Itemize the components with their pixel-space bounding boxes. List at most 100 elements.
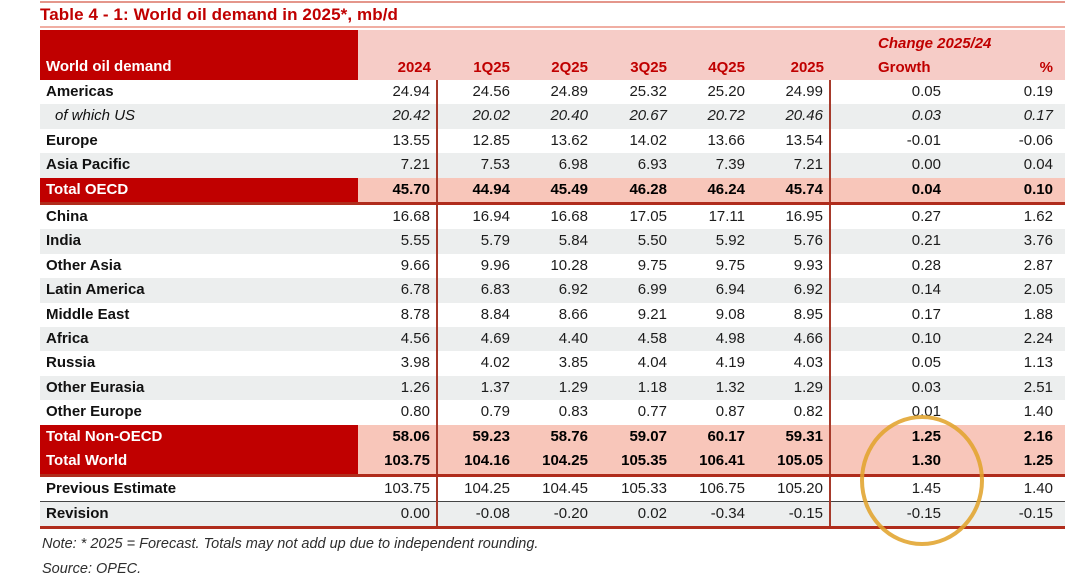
value-cell-3q25: 20.67 [594,104,673,129]
value-cell-2025: 59.31 [751,424,831,450]
value-cell-2q25: 5.84 [516,229,594,254]
value-cell-1q25: 7.53 [437,153,516,178]
value-cell-1q25: 6.83 [437,278,516,303]
table-row-total-oecd: Total OECD 45.70 44.94 45.49 46.28 46.24 45.74… [40,177,1065,206]
value-cell-4q25: 9.75 [715,256,745,274]
row-label: Russia [46,354,96,372]
value-cell-2024: 16.68 [358,203,438,230]
value-cell-2025: 4.03 [751,351,831,376]
value-cell-4q25: 106.75 [673,475,751,502]
value-cell-3q25: 0.77 [637,403,667,421]
table-body: Americas 24.94 24.56 24.89 25.32 25.20 24.99 0.… [40,80,1065,530]
column-header-row: 2024 1Q25 2Q25 3Q25 4Q25 2025 Growth% [40,52,1065,80]
row-label: Total Non-OECD [40,424,358,450]
value-cell-1q25: 104.25 [437,475,516,502]
value-cell-3q25: 46.28 [594,177,673,206]
value-cell-2025: 6.92 [751,278,831,303]
row-label: China [46,208,88,226]
table-header: World oil demand Change 2025/24 2024 1Q25… [40,30,1065,80]
value-cell-: 1.40 [947,475,1065,502]
value-cell-4q25: 5.92 [673,229,751,254]
value-cell-2025: 13.54 [751,128,831,154]
value-cell-2q25: 6.98 [516,153,594,178]
value-cell-3q25: 5.50 [594,229,673,254]
value-cell-1q25: 12.85 [472,131,510,149]
value-cell-3q25: 4.04 [637,354,667,372]
value-cell-2025: 105.05 [751,449,831,477]
row-label: Africa [40,327,358,352]
value-cell-: 2.51 [947,375,1065,401]
value-cell-2024: 1.26 [358,375,438,401]
value-cell-1q25: 4.69 [437,327,516,352]
header-spacer [358,30,830,52]
value-cell-4q25: 106.41 [673,449,751,477]
value-cell-2024: 103.75 [358,449,438,477]
value-cell-2q25: 8.66 [558,305,588,323]
value-cell-2025: 0.82 [751,400,831,425]
table-row-africa: Africa 4.56 4.69 4.40 4.58 4.98 4.66 0.10 2.24 [40,327,1065,352]
table-row-asia-pacific: Asia Pacific 7.21 7.53 6.98 6.93 7.39 7.21 0.00… [40,153,1065,178]
value-cell-3q25: 9.75 [637,256,667,274]
value-cell-: 1.13 [1023,354,1053,372]
row-label: India [40,229,358,254]
table-row-previous-estimate: Previous Estimate 103.75 104.25 104.45 105.3… [40,475,1065,502]
row-label: Total World [40,449,358,477]
value-cell-: 2.05 [947,278,1065,303]
value-cell-: 0.17 [947,104,1065,129]
value-cell-3q25: 0.02 [594,501,673,530]
value-cell-growth: 0.01 [911,403,941,421]
value-cell-2024: 5.55 [358,229,438,254]
value-cell-growth: 0.04 [830,177,947,206]
value-cell-1q25: 1.37 [437,375,516,401]
value-cell-3q25: 59.07 [594,424,673,450]
value-cell-growth: 0.03 [830,375,947,401]
value-cell-2q25: 10.28 [550,256,588,274]
value-cell-2024: 103.75 [358,475,438,502]
value-cell-growth: 0.10 [830,327,947,352]
value-cell-3q25: 17.05 [629,208,667,226]
column-header-2025: 2025 [751,52,830,80]
value-cell-growth: 1.45 [830,475,947,502]
value-cell-3q25: 105.35 [594,449,673,477]
value-cell-2025: 4.66 [751,327,831,352]
value-cell-1q25: -0.08 [437,501,516,530]
title-underline [40,26,1065,28]
table-row-europe: Europe 13.55 12.85 13.62 14.02 13.66 13.54 -0.0… [40,128,1065,154]
column-header-4q25: 4Q25 [673,52,751,80]
value-cell-2025: 7.21 [751,153,831,178]
value-cell-3q25: 6.93 [594,153,673,178]
table-row-revision: Revision 0.00 -0.08 -0.20 0.02 -0.34 -0.15 -0.1… [40,501,1065,530]
value-cell-3q25: 4.58 [594,327,673,352]
value-cell-4q25: 17.11 [708,208,745,226]
table-row-total-world: Total World 103.75 104.16 104.25 105.35 106.4… [40,449,1065,477]
row-label: Latin America [40,278,358,303]
value-cell-2q25: 20.40 [516,104,594,129]
value-cell-2024: 45.70 [358,177,438,206]
row-label: Asia Pacific [40,153,358,178]
value-cell-3q25: 1.18 [594,375,673,401]
column-header-growth: Growth [830,52,947,80]
value-cell-: 0.10 [947,177,1065,206]
label-column-header: World oil demand [40,30,358,80]
row-label: Previous Estimate [40,475,358,502]
value-cell-2024: 9.66 [358,253,438,279]
value-cell-2q25: 24.89 [550,83,588,100]
row-label: Middle East [46,305,130,323]
value-cell-3q25: 105.33 [594,475,673,502]
value-cell-4q25: 20.72 [673,104,751,129]
value-cell-2024: 6.78 [358,278,438,303]
value-cell-4q25: 4.19 [715,354,745,372]
column-header-3q25: 3Q25 [594,52,673,80]
value-cell-3q25: 6.99 [594,278,673,303]
value-cell-2q25: 104.45 [516,475,594,502]
value-cell-2024: 13.55 [358,128,438,154]
value-cell-2024: 0.80 [358,400,438,425]
row-label: Other Asia [46,256,122,274]
value-cell-growth: 0.28 [911,256,941,274]
value-cell-1q25: 8.84 [480,305,510,323]
value-cell-2q25: 13.62 [550,131,588,149]
table-source: Source: OPEC. [42,561,142,577]
value-cell-2025: 24.99 [751,80,831,105]
value-cell-3q25: 9.21 [637,305,667,323]
value-cell-1q25: 5.79 [437,229,516,254]
